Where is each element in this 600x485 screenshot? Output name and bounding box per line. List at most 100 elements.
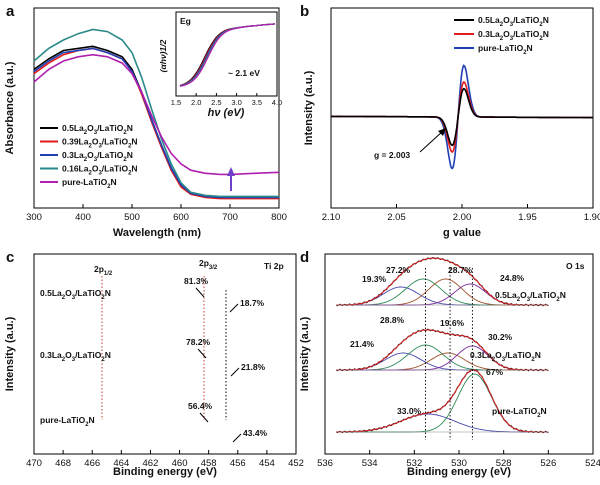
panel-b-annotation: g = 2.003	[374, 150, 410, 160]
panel-c-trace-label-1-part: O	[65, 350, 72, 360]
panel-c-percent-b-1: 21.8%	[241, 362, 266, 372]
panel-a-legend-entry-1-part: 3	[98, 144, 102, 150]
panel-d-xtick-label-1: 534	[362, 458, 378, 469]
panel-a-ylabel: Absorbance (a.u.)	[4, 61, 16, 154]
panel-d-xlabel: Binding energy (eV)	[407, 466, 511, 478]
panel-a-legend-entry-4-part: N	[111, 177, 117, 187]
panel-b-annotation-arrow	[419, 128, 446, 153]
panel-a-legend-entry-1-part: O	[92, 137, 99, 147]
panel-c-ylabel: Intensity (a.u.)	[4, 316, 16, 391]
panel-b-legend-entry-1-part: 3	[510, 36, 514, 42]
panel-c-xtick-label-1: 468	[55, 458, 71, 469]
peak-label-2p12-sub: 1/2	[104, 271, 113, 277]
panel-b-xtick-label-4: 1.90	[584, 212, 600, 223]
panel-c: c 470 468 466 464 462 460 458 456 454 452 Binding…	[4, 249, 304, 478]
panel-a-legend-entry-3-part: 0.16La	[62, 164, 89, 174]
panel-a-legend-entry-0: 0.5La2O3/LaTiO2N	[62, 123, 133, 136]
panel-a-legend-entry-4-part: 2	[107, 184, 111, 190]
panel-a-legend-entry-3-part: 2	[128, 171, 132, 177]
panel-b-legend-entry-1-part: 0.3La	[478, 29, 500, 39]
panel-d-trace-label-0-part: 2	[556, 297, 560, 303]
panel-b-legend-entry-2-part: 2	[523, 50, 527, 56]
panel-c-xtick-label-3: 464	[113, 458, 129, 469]
inset-title: Eg	[180, 16, 191, 26]
panel-d-envelope-line-1	[336, 329, 549, 371]
panel-b-legend-entry-1-part: /LaTiO	[513, 29, 540, 39]
panel-c-xtick-label-8: 454	[259, 458, 275, 469]
panel-b-legend-entry-0: 0.5La2O3/LaTiO2N	[478, 15, 549, 28]
panel-label-d: d	[300, 249, 309, 266]
panel-a-legend-entry-1-part: /LaTiO	[102, 137, 129, 147]
panel-d-percent-0-3: 24.8%	[500, 273, 525, 283]
panel-d-percent-1-1: 28.8%	[380, 315, 405, 325]
panel-d-trace-label-1-part: N	[535, 350, 541, 360]
panel-a-legend-entry-2-part: O	[87, 150, 94, 160]
panel-b-legend-entry-1: 0.3La2O3/LaTiO2N	[478, 29, 549, 42]
panel-b-legend-entry-1-part: O	[503, 29, 510, 39]
panel-b-legend-entry-2: pure-LaTiO2N	[478, 43, 533, 56]
panel-b-xtick-label-3: 1.95	[518, 212, 537, 223]
panel-c-trace-label-0-part: N	[105, 288, 111, 298]
panel-a-legend-entry-0-part: 0.5La	[62, 123, 84, 133]
panel-d-percent-2-1: 67%	[486, 367, 503, 377]
panel-c-trace-label-0-part: 3	[72, 295, 76, 301]
panel-d: d 536 534 532 530 528 526 524 Binding energy (…	[299, 249, 600, 478]
panel-a-legend-entry-1-part: N	[131, 137, 137, 147]
panel-c-percent-a-2: 56.4%	[188, 401, 213, 411]
panel-d-trace-label-2-part: N	[541, 406, 547, 416]
panel-b-legend-entry-0-part: N	[543, 15, 549, 25]
panel-a-xtick-label-2: 500	[124, 212, 140, 223]
panel-c-percent-a-0: 81.3%	[184, 276, 209, 286]
panel-b-frame	[330, 7, 594, 209]
panel-b-xtick-label-2: 2.00	[453, 212, 472, 223]
panel-b-legend-entry-0-part: 0.5La	[478, 15, 500, 25]
panel-a-legend-entry-2: 0.3La2O3/LaTiO2N	[62, 150, 133, 163]
panel-c-trace-label-1-part: 2	[62, 357, 66, 363]
panel-d-trace-label-1-part: 0.3La	[470, 350, 492, 360]
panel-d-trace-label-0-part: N	[560, 290, 566, 300]
panel-a-legend-entry-1-part: 0.39La	[62, 137, 89, 147]
panel-d-xtick-label-2: 532	[406, 458, 422, 469]
panel-d-trace-label-1-part: /LaTiO	[505, 350, 532, 360]
panel-c-trace-label-0-part: 2	[101, 295, 105, 301]
panel-a-legend-entry-3-part: 3	[98, 171, 102, 177]
panel-c-xtick-label-2: 466	[84, 458, 100, 469]
panel-d-trace-label-0-part: 2	[517, 297, 521, 303]
panel-d-frame	[324, 253, 594, 455]
panel-c-trace-label-1-part: 3	[72, 357, 76, 363]
panel-b-legend-entry-1-part: 2	[539, 36, 543, 42]
panel-d-percent-1-2: 19.6%	[440, 318, 465, 328]
panel-b-legend-entry-0-part: /LaTiO	[513, 15, 540, 25]
panel-c-trace-label-0: 0.5La2O3/LaTiO2N	[40, 288, 111, 301]
inset-frame	[175, 11, 278, 97]
panel-b-legend-entry-2-part: N	[527, 43, 533, 53]
panel-c-xtick-label-7: 456	[230, 458, 246, 469]
panel-d-ylabel: Intensity (a.u.)	[299, 316, 311, 391]
panel-b-legend-entry-1-part: 2	[500, 36, 504, 42]
panel-b-xtick-label-1: 2.05	[387, 212, 406, 223]
panel-d-xtick-label-6: 524	[585, 458, 600, 469]
panel-c-trace-label-2-part: N	[89, 415, 95, 425]
panel-c-trace-label-2-part: pure-LaTiO	[40, 415, 86, 425]
panel-d-trace-label-1: 0.3La2O3/LaTiO2N	[470, 350, 541, 363]
inset-xtick-label-4: 3.5	[252, 98, 262, 107]
panel-a-legend-entry-1-part: 2	[88, 144, 92, 150]
panel-d-percent-2-0: 33.0%	[397, 406, 422, 416]
panel-a-arrow	[227, 167, 235, 191]
panel-c-trace-label-1: 0.3La2O3/LaTiO2N	[40, 350, 111, 363]
panel-a-legend-entry-1-part: 2	[128, 144, 132, 150]
panel-a-legend-entry-3-part: O	[92, 164, 99, 174]
panel-c-trace-label-0-part: /LaTiO	[75, 288, 102, 298]
panel-a-legend-entry-2-part: 2	[123, 157, 127, 163]
panel-c-percent-b-0: 18.7%	[240, 298, 265, 308]
panel-d-percent-0-2: 28.7%	[448, 265, 473, 275]
panel-b-legend-entry-1-part: N	[543, 29, 549, 39]
panel-c-trace-label-1-part: 2	[101, 357, 105, 363]
panel-a: a 300 400 500 600 700 800 Wavelength (nm) Abs…	[4, 3, 287, 239]
panel-c-xtick-label-5: 460	[172, 458, 188, 469]
panel-d-envelope-line-0	[336, 257, 549, 306]
panel-d-title: O 1s	[566, 261, 585, 271]
panel-a-legend-entry-2-part: 2	[84, 157, 88, 163]
panel-c-trace-label-2-part: 2	[85, 422, 89, 428]
